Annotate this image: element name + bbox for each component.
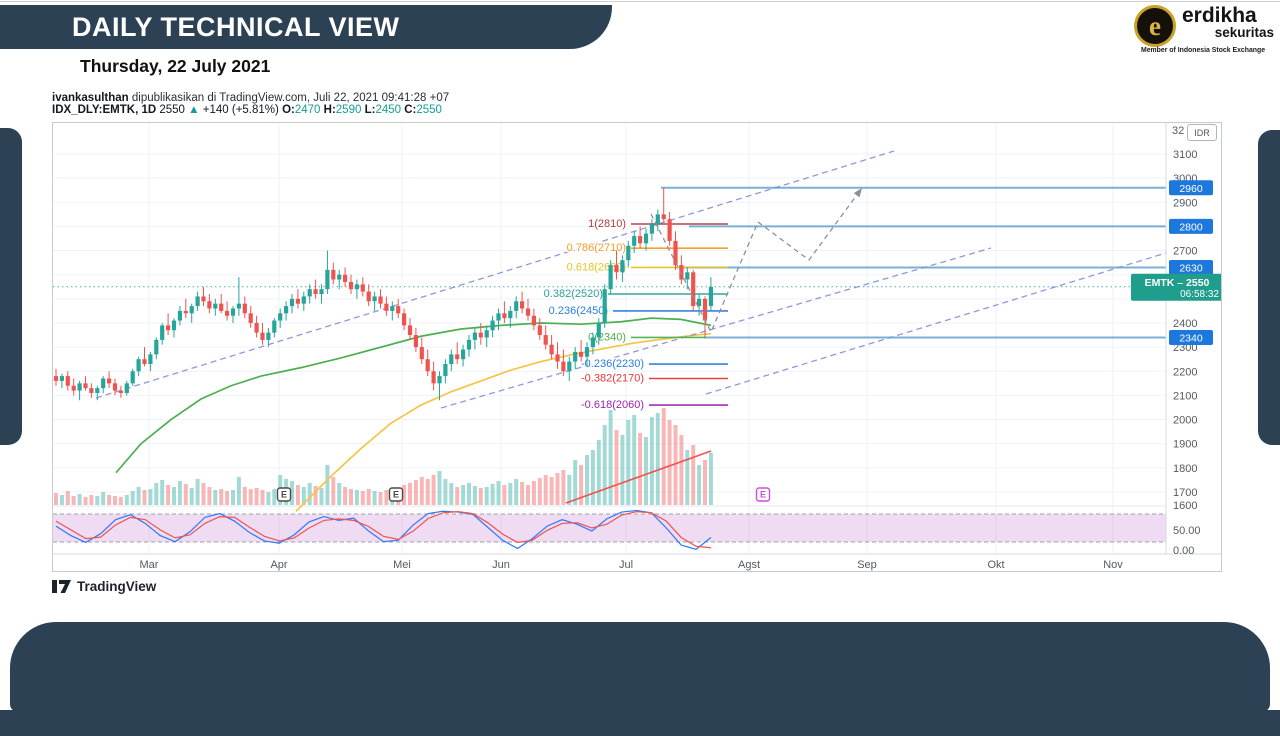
svg-text:E: E: [393, 490, 399, 500]
svg-text:50.00: 50.00: [1173, 525, 1201, 537]
svg-text:Agst: Agst: [738, 559, 760, 571]
chart-attribution: ivankasulthan dipublikasikan di TradingV…: [52, 92, 449, 104]
svg-text:2800: 2800: [1179, 221, 1203, 233]
svg-text:2900: 2900: [1173, 197, 1197, 209]
attribution-text: dipublikasikan di TradingView.com, Juli …: [128, 92, 450, 104]
disclaimer-bar: Disclaimer | All recommendations and dec…: [0, 710, 1280, 736]
svg-text:-0.618(2060): -0.618(2060): [581, 399, 644, 411]
logo-sub: sekuritas: [1214, 25, 1274, 40]
title-banner: DAILY TECHNICAL VIEW: [0, 5, 612, 49]
svg-text:E: E: [760, 490, 766, 500]
chart-canvas: Mar Apr Mei Jun Jul Agst Sep Okt Nov 1(2810) 0.786…: [53, 123, 1221, 571]
erdikha-logo-icon: e: [1134, 5, 1176, 47]
currency-button[interactable]: IDR: [1187, 124, 1217, 141]
svg-text:Nov: Nov: [1103, 559, 1123, 571]
logo-brand: erdikha: [1182, 4, 1257, 27]
open-value: 2470: [294, 104, 321, 116]
svg-text:2960: 2960: [1179, 183, 1203, 195]
svg-text:0.236(2450): 0.236(2450): [549, 305, 608, 317]
svg-text:2300: 2300: [1173, 342, 1197, 354]
svg-text:2630: 2630: [1179, 262, 1203, 274]
up-arrow-icon: ▲: [188, 104, 200, 116]
svg-text:1(2810): 1(2810): [588, 218, 626, 230]
last-price: 2550: [159, 104, 185, 116]
low-label: L:: [364, 104, 376, 116]
close-label: C:: [404, 104, 417, 116]
logo-tagline: Member of Indonesia Stock Exchange: [1140, 47, 1266, 54]
report-date: Thursday, 22 July 2021: [80, 56, 271, 76]
svg-text:2700: 2700: [1173, 246, 1197, 258]
svg-text:E: E: [281, 490, 287, 500]
svg-text:1600: 1600: [1173, 500, 1197, 512]
symbol-ohlc-line: IDX_DLY:EMTK, 1D 2550 ▲ +140 (+5.81%) O:…: [52, 104, 442, 116]
svg-text:Jun: Jun: [492, 559, 510, 571]
right-accent-bar: [1258, 130, 1280, 445]
author-name: ivankasulthan: [52, 92, 129, 104]
svg-text:1800: 1800: [1173, 463, 1197, 475]
erdikha-logo: e erdikha sekuritas Member of Indonesia …: [1128, 3, 1278, 59]
svg-text:1700: 1700: [1173, 487, 1197, 499]
svg-text:2340: 2340: [1179, 332, 1203, 344]
svg-text:2000: 2000: [1173, 415, 1197, 427]
tradingview-watermark: TradingView: [52, 577, 156, 595]
symbol-name: IDX_DLY:EMTK, 1D: [52, 104, 157, 116]
svg-text:EMTK – 2550: EMTK – 2550: [1145, 277, 1210, 289]
close-value: 2550: [416, 104, 442, 116]
low-value: 2450: [375, 104, 402, 116]
svg-text:-0.236(2230): -0.236(2230): [581, 358, 644, 370]
open-label: O:: [282, 104, 295, 116]
svg-text:Mar: Mar: [140, 559, 159, 571]
svg-text:Mei: Mei: [393, 559, 411, 571]
tradingview-label: TradingView: [77, 578, 157, 594]
svg-text:1900: 1900: [1173, 439, 1197, 451]
svg-text:2200: 2200: [1173, 366, 1197, 378]
svg-text:Apr: Apr: [270, 559, 287, 571]
top-divider: [0, 1, 1280, 2]
svg-text:2400: 2400: [1173, 318, 1197, 330]
svg-text:06:58:32: 06:58:32: [1180, 289, 1219, 300]
svg-text:Jul: Jul: [619, 559, 633, 571]
svg-text:-0.382(2170): -0.382(2170): [581, 373, 644, 385]
svg-text:0.00: 0.00: [1173, 545, 1194, 557]
clipped-axis-label: 32: [1172, 125, 1185, 137]
svg-text:0.382(2520): 0.382(2520): [544, 288, 603, 300]
tradingview-logo-icon: [52, 579, 71, 593]
svg-text:3100: 3100: [1173, 149, 1197, 161]
price-change: +140 (+5.81%): [202, 104, 279, 116]
page-title: DAILY TECHNICAL VIEW: [72, 11, 400, 42]
svg-text:2100: 2100: [1173, 390, 1197, 402]
svg-text:0.786(2710): 0.786(2710): [567, 242, 626, 254]
price-chart: Mar Apr Mei Jun Jul Agst Sep Okt Nov 1(2810) 0.786…: [52, 122, 1222, 572]
left-accent-bar: [0, 128, 22, 445]
svg-text:Okt: Okt: [987, 559, 1004, 571]
svg-text:Sep: Sep: [857, 559, 877, 571]
summary-panel: Stock Pick EMTK Speculative Buy Closed 2…: [10, 622, 1270, 712]
high-label: H:: [323, 104, 336, 116]
high-value: 2590: [335, 104, 362, 116]
